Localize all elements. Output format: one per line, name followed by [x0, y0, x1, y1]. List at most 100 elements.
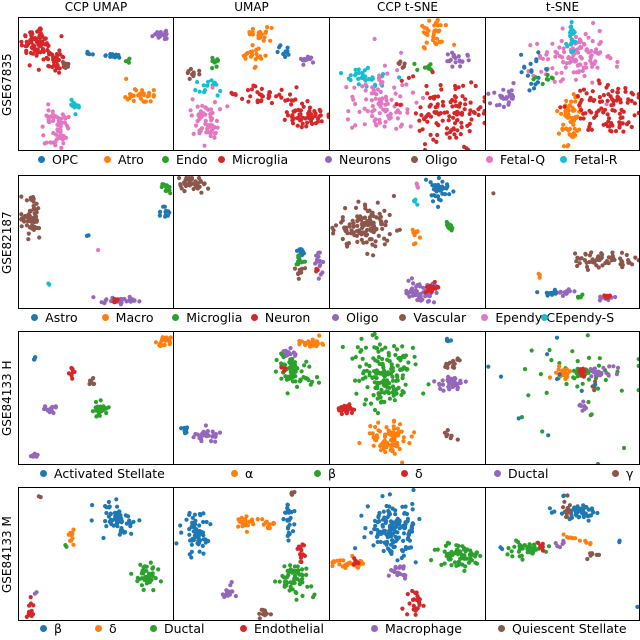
- data-point: [608, 94, 613, 99]
- data-point: [254, 51, 259, 57]
- data-point: [458, 101, 463, 106]
- data-point: [581, 111, 586, 116]
- data-point: [526, 393, 531, 398]
- data-point: [358, 214, 363, 219]
- data-point: [636, 92, 639, 97]
- data-point: [635, 604, 639, 609]
- data-point: [584, 91, 589, 96]
- scatter-plot: [336, 332, 468, 464]
- data-point: [522, 543, 527, 548]
- data-point: [405, 107, 410, 112]
- data-point: [608, 56, 613, 61]
- data-point: [453, 60, 458, 65]
- data-point: [448, 436, 453, 441]
- data-point: [198, 109, 203, 114]
- data-point: [446, 374, 451, 379]
- data-point: [409, 434, 414, 439]
- cluster-0: [153, 335, 173, 349]
- data-point: [636, 95, 639, 100]
- data-point: [427, 18, 432, 23]
- data-point: [428, 102, 433, 107]
- data-point: [213, 439, 218, 444]
- data-point: [465, 53, 470, 58]
- data-point: [298, 377, 303, 382]
- cluster-8: [257, 607, 273, 620]
- data-point: [412, 597, 417, 602]
- data-point: [452, 94, 457, 99]
- scatter-plot: [28, 335, 173, 459]
- data-point: [560, 126, 565, 131]
- cluster-2: [66, 527, 76, 547]
- data-point: [593, 59, 598, 64]
- cluster-7: [602, 293, 612, 300]
- scatter-panel-2-3: [485, 331, 640, 465]
- data-point: [310, 60, 316, 65]
- data-point: [568, 133, 573, 138]
- data-point: [251, 83, 256, 88]
- data-point: [192, 512, 197, 517]
- data-point: [393, 91, 398, 96]
- data-point: [68, 530, 73, 536]
- data-point: [486, 91, 491, 96]
- cluster-4: [313, 250, 326, 281]
- data-point: [534, 57, 539, 62]
- data-point: [206, 79, 211, 84]
- data-point: [292, 570, 297, 575]
- data-point: [509, 549, 514, 554]
- legend-label: Macro: [115, 310, 154, 325]
- data-point: [447, 135, 452, 140]
- data-point: [400, 460, 405, 464]
- data-point: [463, 102, 468, 107]
- data-point: [104, 524, 109, 529]
- data-point: [387, 381, 392, 386]
- cluster-3: [87, 376, 97, 387]
- cluster-5: [410, 227, 422, 240]
- data-point: [558, 105, 563, 110]
- data-point: [279, 376, 284, 381]
- data-point: [370, 104, 375, 109]
- data-point: [158, 209, 163, 214]
- cluster-5: [351, 556, 361, 567]
- scatter-panel-2-1: [173, 331, 330, 465]
- data-point: [30, 612, 36, 617]
- data-point: [362, 215, 368, 220]
- data-point: [519, 52, 524, 57]
- data-point: [565, 144, 570, 149]
- data-point: [398, 564, 403, 569]
- data-point: [411, 74, 416, 79]
- data-point: [553, 541, 558, 546]
- data-point: [596, 363, 602, 368]
- data-point: [203, 112, 208, 117]
- data-point: [400, 344, 405, 349]
- data-point: [627, 260, 632, 265]
- data-point: [444, 182, 450, 187]
- data-point: [318, 272, 323, 277]
- cluster-10: [41, 128, 69, 150]
- data-point: [586, 355, 592, 360]
- legend-swatch: [411, 156, 418, 163]
- data-point: [160, 335, 165, 340]
- scatter-plot: [486, 20, 639, 149]
- cluster-8: [229, 83, 305, 107]
- cluster-3: [531, 72, 555, 87]
- data-point: [431, 32, 436, 37]
- data-point: [482, 95, 485, 100]
- cluster-0: [547, 503, 600, 523]
- data-point: [377, 381, 382, 386]
- data-point: [203, 423, 208, 428]
- data-point: [387, 492, 392, 497]
- data-point: [42, 141, 47, 146]
- legend-label: Ductal: [508, 466, 549, 481]
- data-point: [313, 261, 318, 266]
- scatter-panel-1-0: [18, 175, 174, 309]
- data-point: [437, 382, 442, 387]
- data-point: [114, 497, 119, 502]
- data-point: [198, 513, 203, 518]
- data-point: [382, 208, 387, 213]
- data-point: [554, 71, 559, 76]
- data-point: [196, 542, 201, 547]
- data-point: [559, 111, 564, 116]
- data-point: [253, 64, 258, 69]
- data-point: [617, 111, 622, 116]
- cluster-10: [617, 538, 622, 545]
